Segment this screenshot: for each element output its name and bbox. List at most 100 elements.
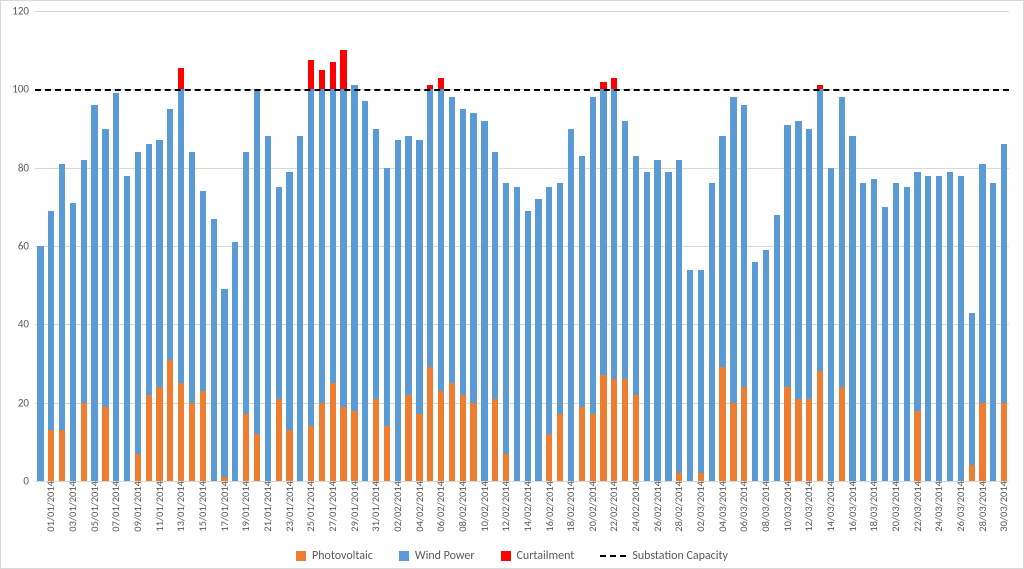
bar-slot: 27/01/2014 xyxy=(317,11,328,481)
bar-segment-wind_power xyxy=(254,89,260,434)
bar-segment-photovoltaic xyxy=(340,407,346,481)
bar-segment-wind_power xyxy=(795,121,801,399)
bar-slot: 08/03/2014 xyxy=(750,11,761,481)
bar-slot: 18/03/2014 xyxy=(858,11,869,481)
bar-slot xyxy=(522,11,533,481)
bar-segment-photovoltaic xyxy=(817,371,823,481)
bar-segment-curtailment xyxy=(319,70,325,90)
bar-segment-wind_power xyxy=(633,156,639,395)
bar-segment-photovoltaic xyxy=(633,395,639,481)
bar-slot: 15/01/2014 xyxy=(187,11,198,481)
bar-slot: 22/02/2014 xyxy=(598,11,609,481)
bar-slot: 30/03/2014 xyxy=(988,11,999,481)
bar-segment-photovoltaic xyxy=(416,414,422,481)
bar-slot: 07/01/2014 xyxy=(100,11,111,481)
x-tick-label: 15/01/2014 xyxy=(192,481,209,532)
bar-stack xyxy=(871,11,877,481)
bar-slot: 22/03/2014 xyxy=(901,11,912,481)
bar-slot xyxy=(717,11,728,481)
bar-segment-wind_power xyxy=(654,160,660,481)
bar-slot: 25/01/2014 xyxy=(295,11,306,481)
bar-stack xyxy=(481,11,487,481)
bar-segment-wind_power xyxy=(362,101,368,481)
bar-segment-wind_power xyxy=(59,164,65,430)
bar-segment-photovoltaic xyxy=(384,426,390,481)
bar-stack xyxy=(600,11,606,481)
bar-slot xyxy=(111,11,122,481)
bar-segment-photovoltaic xyxy=(795,399,801,481)
bar-stack xyxy=(37,11,43,481)
x-tick-label: 10/03/2014 xyxy=(777,481,794,532)
bar-slot: 09/01/2014 xyxy=(122,11,133,481)
bar-slot: 21/01/2014 xyxy=(252,11,263,481)
x-tick-label: 31/01/2014 xyxy=(365,481,382,532)
bar-stack xyxy=(774,11,780,481)
bar-segment-wind_power xyxy=(698,270,704,474)
bar-slot xyxy=(262,11,273,481)
bar-segment-photovoltaic xyxy=(254,434,260,481)
bar-segment-wind_power xyxy=(1001,144,1007,403)
bar-stack xyxy=(362,11,368,481)
bar-segment-photovoltaic xyxy=(189,403,195,481)
bar-segment-photovoltaic xyxy=(600,375,606,481)
x-tick-label: 14/02/2014 xyxy=(517,481,534,532)
bar-slot: 14/02/2014 xyxy=(511,11,522,481)
bars-container: 01/01/201403/01/201405/01/201407/01/2014… xyxy=(35,11,1009,481)
bar-segment-wind_power xyxy=(178,89,184,383)
bar-segment-photovoltaic xyxy=(546,434,552,481)
bar-segment-photovoltaic xyxy=(156,387,162,481)
x-tick-label: 04/03/2014 xyxy=(712,481,729,532)
bar-slot: 12/02/2014 xyxy=(490,11,501,481)
bar-segment-wind_power xyxy=(48,211,54,430)
bar-stack xyxy=(330,11,336,481)
x-tick-label: 29/01/2014 xyxy=(344,481,361,532)
x-tick-label: 22/02/2014 xyxy=(603,481,620,532)
bar-segment-wind_power xyxy=(774,215,780,481)
bar-segment-photovoltaic xyxy=(427,367,433,481)
bar-stack xyxy=(654,11,660,481)
bar-slot: 10/03/2014 xyxy=(771,11,782,481)
bar-slot: 06/02/2014 xyxy=(425,11,436,481)
x-tick-label: 21/01/2014 xyxy=(257,481,274,532)
bar-stack xyxy=(730,11,736,481)
legend-line xyxy=(600,555,626,557)
bar-stack xyxy=(416,11,422,481)
bar-segment-wind_power xyxy=(990,183,996,481)
x-tick-label: 07/01/2014 xyxy=(105,481,122,532)
bar-stack xyxy=(925,11,931,481)
bar-segment-wind_power xyxy=(514,187,520,481)
bar-segment-photovoltaic xyxy=(979,403,985,481)
y-tick-label: 40 xyxy=(18,318,29,331)
bar-stack xyxy=(460,11,466,481)
bar-slot xyxy=(912,11,923,481)
bar-stack xyxy=(200,11,206,481)
bar-segment-curtailment xyxy=(438,78,444,90)
x-tick-label: 20/02/2014 xyxy=(582,481,599,532)
bar-segment-wind_power xyxy=(904,187,910,481)
legend-item: Wind Power xyxy=(399,549,475,563)
bar-segment-wind_power xyxy=(135,152,141,454)
bar-stack xyxy=(503,11,509,481)
bar-stack xyxy=(568,11,574,481)
bar-slot xyxy=(696,11,707,481)
bar-segment-wind_power xyxy=(37,246,43,481)
bar-segment-wind_power xyxy=(146,144,152,395)
x-tick-label: 04/02/2014 xyxy=(409,481,426,532)
bar-stack xyxy=(449,11,455,481)
bar-segment-wind_power xyxy=(806,129,812,399)
bar-segment-photovoltaic xyxy=(102,407,108,481)
bar-slot: 12/03/2014 xyxy=(793,11,804,481)
bar-stack xyxy=(687,11,693,481)
x-tick-label: 24/02/2014 xyxy=(625,481,642,532)
bar-segment-wind_power xyxy=(113,93,119,481)
bar-segment-wind_power xyxy=(232,242,238,481)
bar-segment-photovoltaic xyxy=(438,391,444,481)
bar-slot: 04/02/2014 xyxy=(403,11,414,481)
bar-slot: 03/01/2014 xyxy=(57,11,68,481)
x-tick-label: 12/03/2014 xyxy=(798,481,815,532)
bar-segment-photovoltaic xyxy=(611,379,617,481)
bar-slot xyxy=(869,11,880,481)
bar-segment-wind_power xyxy=(958,176,964,482)
bar-stack xyxy=(698,11,704,481)
x-tick-label: 18/03/2014 xyxy=(863,481,880,532)
